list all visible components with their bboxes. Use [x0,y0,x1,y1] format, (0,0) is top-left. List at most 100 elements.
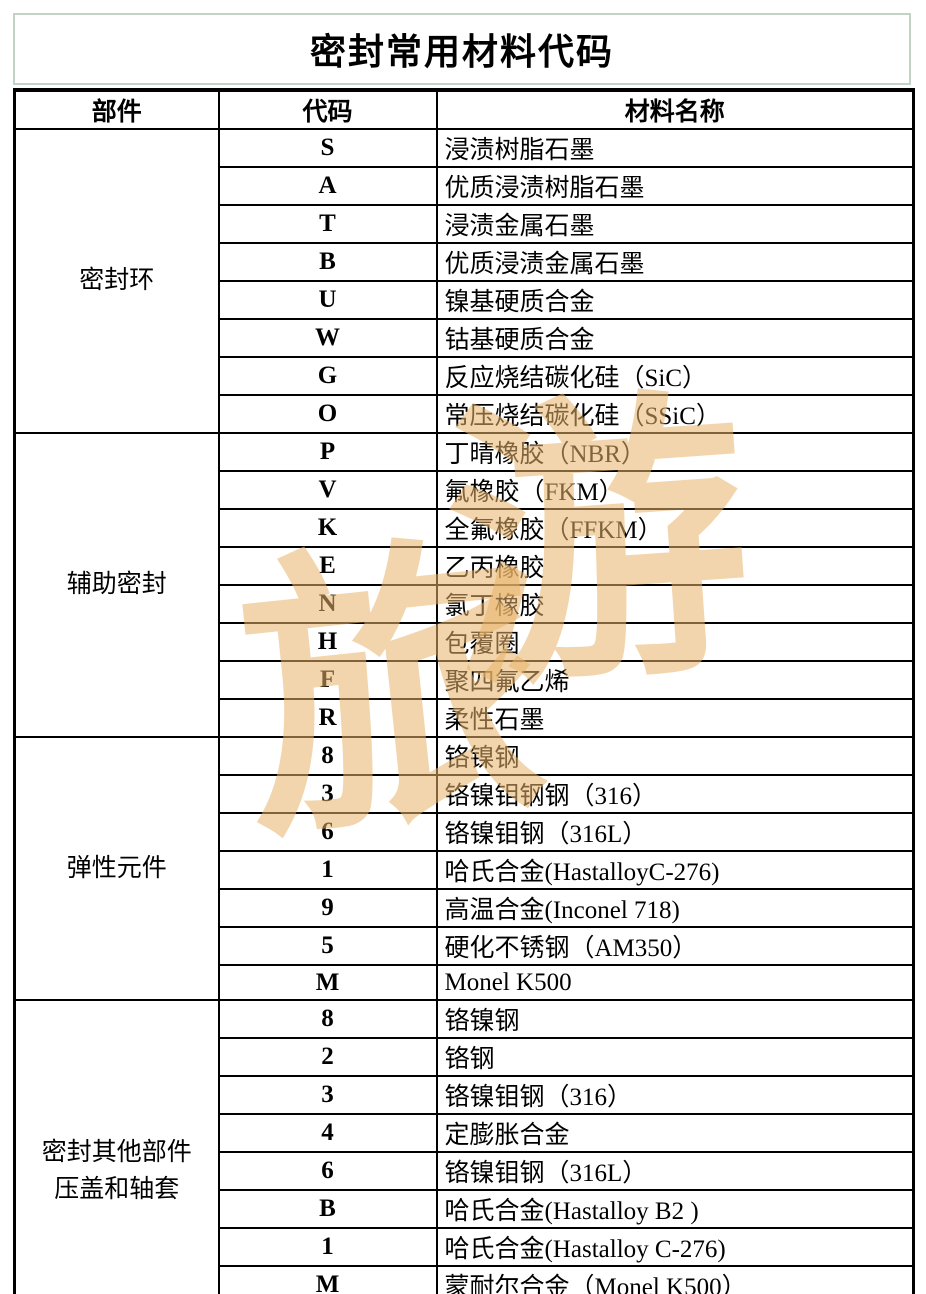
table-row: F 聚四氟乙烯 [15,660,915,700]
code-cell: B [217,242,438,282]
material-cell: 浸渍金属石墨 [435,204,915,244]
material-cell: 铬镍钼钢钢（316） [435,774,915,814]
table-row: R 柔性石墨 [15,698,915,738]
table-row: O 常压烧结碳化硅（SSiC） [15,394,915,434]
code-cell: 8 [217,736,438,776]
code-cell: K [217,508,438,548]
table-row: H 包覆圈 [15,622,915,662]
material-cell: 优质浸渍金属石墨 [435,242,915,282]
code-cell: M [217,964,438,1001]
code-cell: O [217,394,438,434]
material-cell: 常压烧结碳化硅（SSiC） [435,394,915,434]
code-cell: H [217,622,438,662]
material-cell: 哈氏合金(Hastalloy C-276) [435,1227,915,1267]
material-cell: 铬镍钢 [435,736,915,776]
header-component: 部件 [13,89,220,130]
material-cell: Monel K500 [435,964,915,1001]
code-cell: 9 [217,888,438,928]
material-cell: 钴基硬质合金 [435,318,915,358]
material-cell: 丁晴橡胶（NBR） [435,432,915,472]
code-cell: 2 [217,1037,438,1077]
table-header-row: 部件 代码 材料名称 [13,89,915,130]
title-box: 密封常用材料代码 [13,13,911,85]
component-label-line: 压盖和轴套 [54,1176,180,1203]
material-cell: 哈氏合金(Hastalloy B2 ) [435,1189,915,1229]
table-row: 6 铬镍钼钢（316L） [15,1151,915,1191]
material-cell: 聚四氟乙烯 [435,660,915,700]
component-cell: 弹性元件 [13,736,220,1001]
code-cell: 5 [217,926,438,966]
header-code: 代码 [217,89,438,130]
seal-material-codes-table: 部件 代码 材料名称 密封环 S 浸渍树脂石墨 A 优质浸渍树脂石墨 T 浸渍金属石墨 B 优质… [13,88,915,1294]
table-row: 3 铬镍钼钢钢（316） [15,774,915,814]
page-title: 密封常用材料代码 [309,32,614,72]
code-cell: P [217,432,438,472]
material-cell: 包覆圈 [435,622,915,662]
code-cell: E [217,546,438,586]
code-cell: 3 [217,1075,438,1115]
material-cell: 铬镍钼钢（316L） [435,1151,915,1191]
code-cell: M [217,1265,438,1294]
table-row: T 浸渍金属石墨 [15,204,915,244]
table-row: 辅助密封 P 丁晴橡胶（NBR） [13,432,915,738]
code-cell: 3 [217,774,438,814]
material-cell: 铬钢 [435,1037,915,1077]
code-cell: V [217,470,438,510]
component-label-line: 密封其他部件 [41,1138,192,1166]
code-cell: B [217,1189,438,1229]
table-row: 2 铬钢 [15,1037,915,1077]
code-cell: 1 [217,850,438,890]
table-row: A 优质浸渍树脂石墨 [15,166,915,206]
table-row: M 蒙耐尔合金（Monel K500） [15,1265,915,1294]
material-cell: 铬镍钼钢（316） [435,1075,915,1115]
materials-table-body: 密封环 S 浸渍树脂石墨 A 优质浸渍树脂石墨 T 浸渍金属石墨 B 优质浸渍金属石墨 U 镍基硬质… [13,128,915,1294]
table-row: 密封环 S 浸渍树脂石墨 [13,128,915,434]
table-row: 弹性元件 8 铬镍钢 [13,736,915,1001]
code-cell: 1 [217,1227,438,1267]
code-cell: N [217,584,438,624]
table-row: K 全氟橡胶（FFKM） [15,508,915,548]
table-row: W 钴基硬质合金 [15,318,915,358]
material-cell: 定膨胀合金 [435,1113,915,1153]
component-label-line: 辅助密封 [66,571,167,599]
code-cell: A [217,166,438,206]
material-cell: 氟橡胶（FKM） [435,470,915,510]
table-row: 9 高温合金(Inconel 718) [15,888,915,928]
material-cell: 镍基硬质合金 [435,280,915,320]
table-row: 6 铬镍钼钢（316L） [15,812,915,852]
code-cell: R [217,698,438,738]
code-cell: U [217,280,438,320]
material-cell: 柔性石墨 [435,698,915,738]
table-row: 密封其他部件 压盖和轴套 8 铬镍钢 [13,999,915,1294]
component-cell: 密封环 [13,128,220,434]
table-row: U 镍基硬质合金 [15,280,915,320]
code-cell: 6 [217,812,438,852]
table-row: 3 铬镍钼钢（316） [15,1075,915,1115]
table-row: 1 哈氏合金(Hastalloy C-276) [15,1227,915,1267]
table-row: 5 硬化不锈钢（AM350） [15,926,915,966]
table-row: N 氯丁橡胶 [15,584,915,624]
material-cell: 浸渍树脂石墨 [435,128,915,168]
material-cell: 铬镍钢 [435,999,915,1039]
material-cell: 铬镍钼钢（316L） [435,812,915,852]
code-cell: S [217,128,438,168]
table-row: M Monel K500 [15,964,915,1001]
code-cell: F [217,660,438,700]
material-cell: 哈氏合金(HastalloyC-276) [435,850,915,890]
material-cell: 氯丁橡胶 [435,584,915,624]
header-material-name: 材料名称 [435,89,915,130]
table-row: E 乙丙橡胶 [15,546,915,586]
material-cell: 反应烧结碳化硅（SiC） [435,356,915,396]
table-row: 1 哈氏合金(HastalloyC-276) [15,850,915,890]
table-row: V 氟橡胶（FKM） [15,470,915,510]
component-label-line: 弹性元件 [66,854,167,882]
material-cell: 高温合金(Inconel 718) [435,888,915,928]
table-row: B 哈氏合金(Hastalloy B2 ) [15,1189,915,1229]
material-cell: 全氟橡胶（FFKM） [435,508,915,548]
material-cell: 优质浸渍树脂石墨 [435,166,915,206]
component-cell: 密封其他部件 压盖和轴套 [13,999,220,1294]
component-label-line: 密封环 [79,267,155,295]
code-cell: G [217,356,438,396]
code-cell: T [217,204,438,244]
code-cell: W [217,318,438,358]
